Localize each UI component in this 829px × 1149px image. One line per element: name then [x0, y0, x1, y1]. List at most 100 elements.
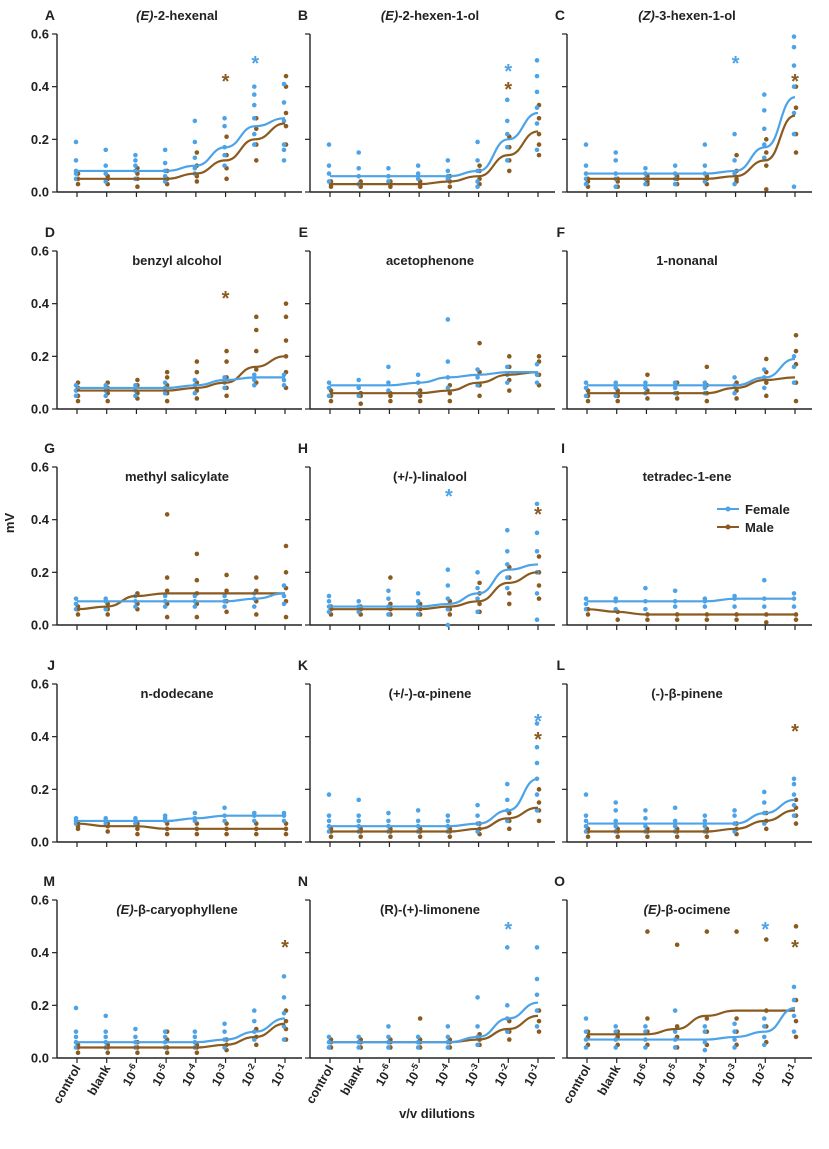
- female-data-point: [162, 380, 168, 385]
- female-data-point: [613, 393, 619, 399]
- female-data-point: [73, 596, 79, 601]
- male-data-point: [704, 1016, 710, 1021]
- female-data-point: [475, 367, 480, 372]
- y-tick-label: 0.6: [31, 460, 49, 475]
- panel-letter: A: [45, 7, 55, 23]
- male-data-point: [253, 126, 259, 132]
- female-data-point: [445, 1024, 451, 1029]
- male-data-point: [793, 924, 799, 929]
- female-data-point: [222, 805, 227, 811]
- y-tick-label: 0.4: [31, 296, 50, 311]
- female-data-point: [445, 158, 451, 163]
- female-data-point: [281, 372, 287, 378]
- male-data-point: [283, 354, 289, 359]
- male-data-point: [506, 601, 512, 607]
- female-data-point: [445, 813, 451, 818]
- panel-title-italic: (E): [136, 8, 153, 23]
- panels: 0.00.20.40.6A (E)-2-hexenal**B (E)-2-hexen…: [31, 7, 812, 1106]
- female-data-point: [281, 118, 287, 124]
- female-data-point: [534, 89, 540, 95]
- female-data-point: [356, 818, 362, 824]
- female-data-point: [73, 1029, 79, 1034]
- female-data-point: [583, 1016, 589, 1021]
- female-data-point: [702, 1029, 708, 1034]
- female-data-point: [326, 1034, 332, 1040]
- female-data-point: [222, 1029, 227, 1034]
- male-data-point: [734, 396, 739, 401]
- y-tick-label: 0.0: [31, 402, 49, 417]
- male-data-point: [477, 393, 482, 399]
- female-data-point: [192, 139, 198, 145]
- female-data-point: [534, 992, 540, 998]
- female-data-point: [162, 147, 168, 153]
- male-data-point: [585, 398, 591, 404]
- female-data-point: [534, 1008, 540, 1013]
- female-data-point: [761, 789, 767, 795]
- male-data-point: [194, 369, 200, 375]
- female-data-point: [73, 816, 79, 821]
- female-data-point: [251, 377, 257, 383]
- female-data-point: [133, 604, 138, 609]
- female-data-point: [504, 380, 510, 385]
- male-data-point: [164, 512, 170, 517]
- panel-letter: C: [555, 7, 565, 23]
- x-tick-label: control: [303, 1063, 336, 1107]
- female-data-point: [356, 150, 362, 155]
- female-data-point: [251, 1008, 257, 1013]
- male-data-point: [674, 942, 680, 948]
- female-data-point: [643, 181, 648, 187]
- female-data-point: [761, 1042, 767, 1048]
- female-data-point: [103, 163, 109, 168]
- female-data-point: [534, 760, 540, 766]
- y-tick-label: 0.2: [31, 132, 49, 147]
- legend-male-label: Male: [745, 520, 774, 535]
- male-data-point: [585, 612, 591, 617]
- female-data-point: [732, 1045, 737, 1050]
- female-data-point: [326, 385, 332, 391]
- female-data-point: [534, 530, 540, 536]
- female-data-point: [356, 393, 362, 399]
- female-data-point: [251, 383, 257, 388]
- female-data-point: [583, 380, 589, 385]
- female-data-point: [702, 818, 708, 824]
- female-data-point: [445, 359, 451, 364]
- male-data-point: [674, 834, 680, 840]
- male-data-point: [645, 617, 650, 623]
- male-significance-star: *: [281, 937, 289, 959]
- panel-title: methyl salicylate: [125, 469, 229, 484]
- female-data-point: [192, 810, 198, 816]
- female-data-point: [326, 171, 332, 176]
- female-data-point: [281, 142, 287, 147]
- female-data-point: [475, 802, 480, 808]
- female-data-point: [504, 118, 510, 124]
- female-data-point: [504, 548, 510, 554]
- female-data-point: [504, 144, 510, 150]
- female-data-point: [643, 385, 648, 391]
- female-data-point: [415, 372, 421, 378]
- panel-title: (Z)-3-hexen-1-ol: [638, 8, 736, 23]
- female-data-point: [702, 604, 708, 609]
- male-data-point: [283, 123, 289, 129]
- panel-title-italic: (E): [116, 902, 133, 917]
- x-tick-base: 10: [150, 1069, 169, 1088]
- x-tick-base: 10: [239, 1069, 258, 1088]
- female-data-point: [192, 593, 198, 599]
- male-data-point: [674, 396, 680, 401]
- male-data-point: [417, 834, 423, 840]
- male-data-point: [506, 168, 512, 174]
- male-data-point: [763, 150, 769, 155]
- female-data-point: [103, 606, 109, 612]
- female-data-point: [251, 115, 257, 121]
- female-data-point: [534, 73, 540, 79]
- female-significance-star: *: [534, 711, 542, 733]
- y-tick-label: 0.0: [31, 185, 49, 200]
- female-significance-star: *: [251, 53, 259, 75]
- female-data-point: [386, 818, 391, 824]
- male-data-point: [388, 398, 393, 404]
- x-tick-base: 10: [719, 1069, 738, 1088]
- female-data-point: [672, 163, 678, 168]
- female-data-point: [613, 158, 619, 163]
- female-data-point: [192, 166, 198, 171]
- male-data-point: [224, 134, 229, 139]
